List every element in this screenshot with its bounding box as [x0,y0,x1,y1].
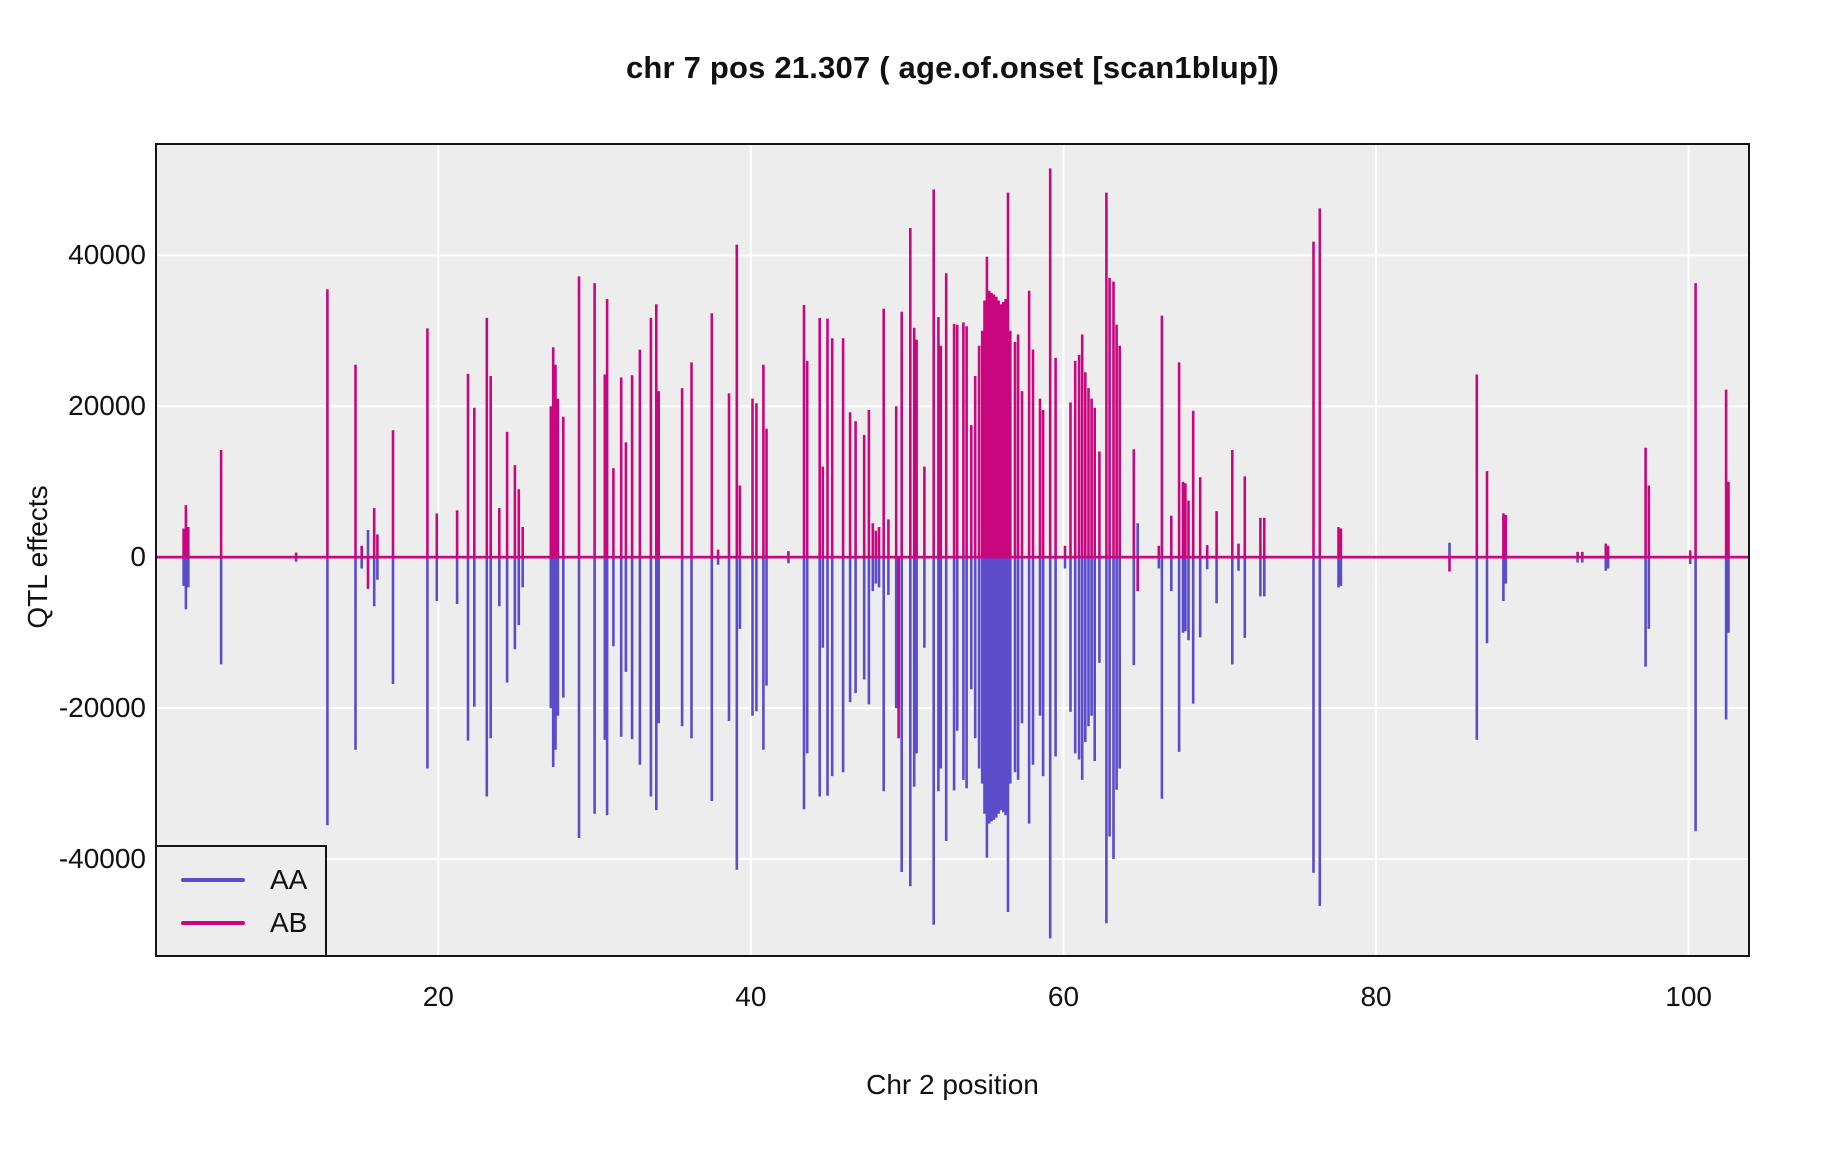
legend-line-swatch [181,920,245,925]
y-tick-label: -20000 [58,692,146,724]
legend-label: AA [270,863,308,895]
legend-row: AA [157,863,325,897]
x-tick-label: 60 [1047,981,1080,1012]
y-tick-label: 0 [130,541,146,573]
plot-area [157,145,1748,955]
legend: AA AB [155,845,327,957]
y-tick-label: 20000 [68,390,146,422]
legend-row: AB [157,906,325,940]
x-tick-label: 100 [1665,981,1712,1012]
x-tick-label: 20 [422,981,454,1012]
legend-line-swatch [181,877,245,882]
legend-label: AB [270,906,308,938]
chart-title: chr 7 pos 21.307 ( age.of.onset [scan1bl… [625,50,1280,85]
x-tick-label: 80 [1360,981,1392,1012]
plot-panel: AA AB [155,143,1750,957]
x-tick-label: 40 [735,981,767,1012]
x-axis-title: Chr 2 position [866,1069,1039,1100]
series-line-aa [157,523,1748,939]
y-tick-label: 40000 [68,239,146,271]
series-line-ab [157,168,1748,739]
y-tick-label: -40000 [58,843,146,875]
